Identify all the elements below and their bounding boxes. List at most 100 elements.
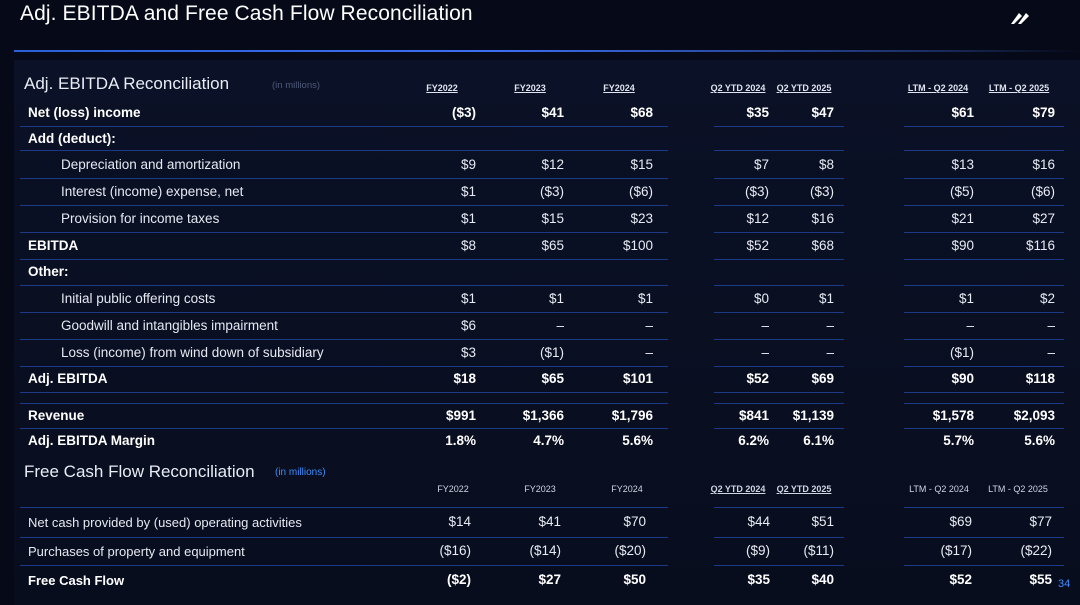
cell-value: $13 — [951, 157, 974, 172]
cell-value: $18 — [453, 371, 476, 386]
row-divider — [904, 392, 1064, 393]
cell-value: ($3) — [451, 105, 476, 120]
cell-value: – — [761, 345, 769, 360]
cell-value: 1.8% — [445, 433, 476, 448]
cell-value: $65 — [541, 371, 564, 386]
cell-value: $16 — [1032, 157, 1055, 172]
cell-value: $8 — [818, 157, 834, 172]
row-label: Loss (income) from wind down of subsidia… — [61, 345, 324, 360]
cell-value: $9 — [460, 157, 476, 172]
cell-value: $52 — [746, 238, 769, 253]
row-divider — [20, 428, 668, 429]
cell-value: – — [645, 318, 653, 333]
cell-value: $90 — [951, 371, 974, 386]
ebitda-col-header: Q2 YTD 2025 — [776, 83, 832, 93]
cell-value: ($5) — [949, 184, 974, 199]
cell-value: $52 — [949, 572, 972, 587]
row-divider — [714, 285, 844, 286]
cell-value: $2 — [1039, 291, 1055, 306]
cell-value: $65 — [541, 238, 564, 253]
row-divider — [714, 150, 844, 151]
cell-value: $118 — [1025, 371, 1055, 386]
row-label: EBITDA — [28, 238, 79, 253]
row-label: Initial public offering costs — [61, 291, 216, 306]
cell-value: ($22) — [1020, 543, 1052, 558]
row-divider — [904, 232, 1064, 233]
page-number: 34 — [1058, 578, 1071, 590]
row-divider — [904, 259, 1064, 260]
cell-value: ($14) — [529, 543, 561, 558]
cell-value: $14 — [448, 514, 471, 529]
cell-value: $16 — [811, 211, 834, 226]
row-divider — [20, 507, 668, 508]
cell-value: – — [1047, 345, 1055, 360]
row-divider — [20, 259, 668, 260]
cell-value: $69 — [811, 371, 834, 386]
row-label: Adj. EBITDA Margin — [28, 433, 155, 448]
brand-logo-icon — [1011, 13, 1029, 24]
cell-value: $1,796 — [611, 408, 653, 423]
cell-value: – — [826, 345, 834, 360]
cell-value: $51 — [811, 514, 834, 529]
row-divider — [904, 537, 1064, 538]
cell-value: 4.7% — [533, 433, 564, 448]
cell-value: ($20) — [614, 543, 646, 558]
row-divider — [20, 392, 668, 393]
cell-value: $2,093 — [1013, 408, 1055, 423]
row-label: Free Cash Flow — [28, 573, 125, 588]
row-divider — [20, 150, 668, 151]
row-label: Goodwill and intangibles impairment — [61, 318, 278, 333]
row-divider — [904, 312, 1064, 313]
row-divider — [20, 232, 668, 233]
row-label: Adj. EBITDA — [28, 371, 108, 386]
row-divider — [714, 392, 844, 393]
cell-value: $1 — [460, 184, 476, 199]
row-divider — [20, 339, 668, 340]
cell-value: $15 — [541, 211, 564, 226]
cell-value: ($1) — [949, 345, 974, 360]
cell-value: $47 — [811, 105, 834, 120]
row-divider — [20, 285, 668, 286]
cell-value: $3 — [460, 345, 476, 360]
cell-value: $0 — [753, 291, 769, 306]
cell-value: $8 — [460, 238, 476, 253]
cell-value: 6.2% — [738, 433, 769, 448]
header-divider — [14, 50, 1080, 52]
cell-value: 5.6% — [622, 433, 653, 448]
row-label: Add (deduct): — [28, 131, 116, 146]
cell-value: $52 — [746, 371, 769, 386]
cell-value: $77 — [1029, 514, 1052, 529]
cell-value: $23 — [630, 211, 653, 226]
cell-value: $27 — [1032, 211, 1055, 226]
cell-value: – — [645, 345, 653, 360]
row-divider — [714, 259, 844, 260]
cell-value: $15 — [630, 157, 653, 172]
cell-value: $35 — [746, 105, 769, 120]
row-label: Net (loss) income — [28, 105, 141, 120]
cell-value: 6.1% — [803, 433, 834, 448]
cell-value: ($3) — [744, 184, 769, 199]
cell-value: ($2) — [446, 572, 471, 587]
slide-title: Adj. EBITDA and Free Cash Flow Reconcili… — [20, 2, 473, 25]
cell-value: $61 — [951, 105, 974, 120]
row-divider — [714, 507, 844, 508]
row-divider — [714, 537, 844, 538]
row-divider — [904, 126, 1064, 127]
row-label: Net cash provided by (used) operating ac… — [28, 515, 302, 530]
cell-value: 5.7% — [943, 433, 974, 448]
cell-value: ($11) — [803, 543, 834, 558]
cell-value: $68 — [811, 238, 834, 253]
row-divider — [20, 366, 668, 367]
row-divider — [904, 507, 1064, 508]
row-divider — [714, 232, 844, 233]
cell-value: $68 — [630, 105, 653, 120]
row-divider — [20, 178, 668, 179]
row-divider — [904, 178, 1064, 179]
cell-value: $1 — [637, 291, 653, 306]
cell-value: $1 — [958, 291, 974, 306]
cell-value: $35 — [747, 572, 770, 587]
fcf-unit-note: (in millions) — [275, 467, 326, 478]
row-divider — [20, 537, 668, 538]
cell-value: – — [826, 318, 834, 333]
cell-value: $69 — [949, 514, 972, 529]
